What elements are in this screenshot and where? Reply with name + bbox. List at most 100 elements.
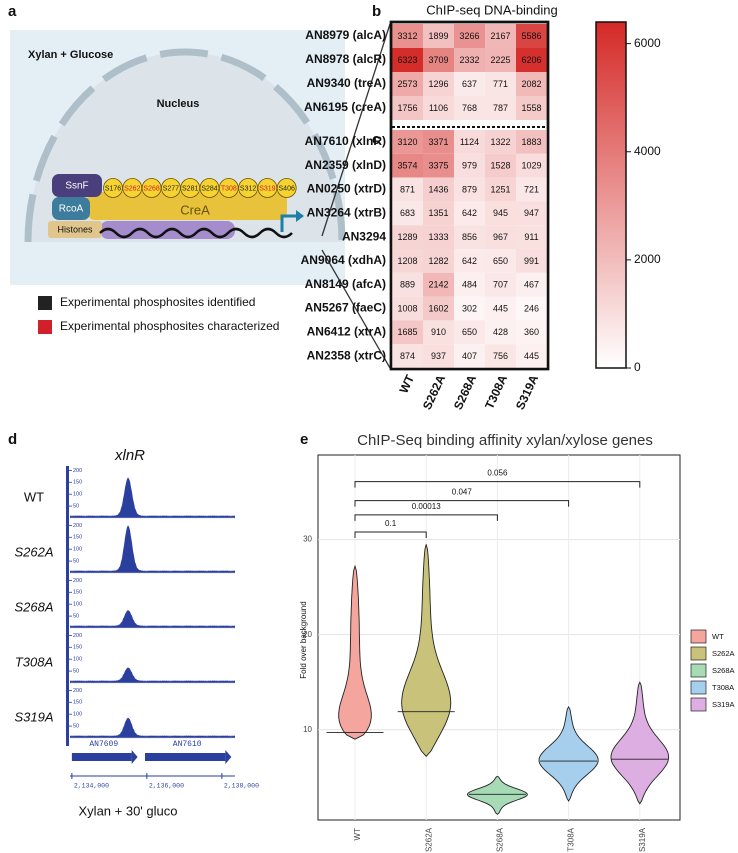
- cell-label: 2225: [490, 55, 510, 65]
- cell-label: 6206: [521, 55, 541, 65]
- row-label: AN6195 (creA): [304, 100, 386, 114]
- cell-label: 302: [462, 303, 477, 313]
- coord-label: 2,136,000: [149, 783, 184, 790]
- cell-label: 683: [400, 208, 415, 218]
- peak: [70, 610, 235, 628]
- heatmap-cell: [485, 72, 516, 96]
- row-label: AN0250 (xtrD): [307, 182, 386, 196]
- significance-bracket: [354, 514, 498, 521]
- cell-label: 428: [493, 327, 508, 337]
- cell-label: 1899: [428, 31, 448, 41]
- track-tick-label: 200: [73, 578, 82, 584]
- row-label: AN6412 (xtrA): [307, 324, 386, 338]
- significance-bracket: [354, 531, 427, 538]
- track-label: S262A: [14, 544, 53, 559]
- legend-swatch: [690, 646, 707, 661]
- heatmap-cell: [423, 72, 454, 96]
- heatmap-cell: [485, 344, 516, 368]
- cell-label: 1333: [428, 232, 448, 242]
- cell-label: 3120: [397, 137, 417, 147]
- legend-swatch: [38, 296, 52, 310]
- tss-arrow-head: [296, 210, 304, 222]
- cell-label: 2573: [397, 79, 417, 89]
- heatmap-cell: [485, 48, 516, 72]
- cell-label: 3709: [428, 55, 448, 65]
- p-value: 0.1: [385, 519, 397, 528]
- heatmap-title: ChIP-seq DNA-binding: [426, 2, 558, 17]
- heatmap-cell: [485, 320, 516, 345]
- track-tick-label: 150: [73, 645, 82, 651]
- heatmap-cell: [454, 249, 485, 273]
- cell-label: 484: [462, 280, 477, 290]
- ssnf: [52, 174, 102, 197]
- legend-label: Experimental phosphosites identified: [60, 295, 255, 309]
- violin: [610, 681, 670, 805]
- heatmap-cell: [423, 177, 454, 202]
- heatmap-cell: [516, 96, 547, 120]
- cell-label: 707: [493, 280, 508, 290]
- cell-label: 1558: [521, 103, 541, 113]
- colorbar-tick-label: 0: [634, 360, 641, 374]
- track-label: WT: [24, 489, 44, 504]
- cell-label: 2167: [490, 31, 510, 41]
- cell-label: 1208: [397, 256, 417, 266]
- heatmap-cell: [423, 48, 454, 72]
- violin: [466, 775, 528, 815]
- cell-label: 3574: [397, 161, 417, 171]
- cell-label: 1008: [397, 303, 417, 313]
- protein-label: SsnF: [65, 181, 88, 192]
- track-tick-label: 50: [73, 504, 79, 510]
- significance-bracket: [354, 481, 641, 488]
- heatmap-cell: [454, 72, 485, 96]
- cell-label: 967: [493, 232, 508, 242]
- peak: [70, 525, 235, 573]
- cell-label: 637: [462, 79, 477, 89]
- heatmap-cell: [485, 249, 516, 273]
- legend-label: S268A: [712, 666, 735, 675]
- heatmap-cell: [423, 249, 454, 273]
- legend-label: S319A: [712, 700, 735, 709]
- cell-label: 2082: [521, 79, 541, 89]
- gene-arrow: [225, 750, 232, 764]
- track-tick-label: 100: [73, 602, 82, 608]
- track-tick-label: 150: [73, 590, 82, 596]
- cell-label: 445: [524, 351, 539, 361]
- gene-label: AN7609: [89, 740, 118, 749]
- gene: [145, 753, 226, 761]
- cell-label: 1602: [428, 303, 448, 313]
- cell-label: 756: [493, 351, 508, 361]
- cell-label: 1322: [490, 137, 510, 147]
- phosphosite-label: T308: [221, 185, 237, 192]
- y-tick-label: 20: [303, 630, 312, 639]
- heatmap-cell: [392, 177, 423, 202]
- heatmap-cell: [423, 24, 454, 48]
- heatmap-cell: [423, 153, 454, 178]
- protein-label: CreA: [180, 202, 210, 217]
- heatmap-cell: [423, 201, 454, 226]
- colorbar-tick-label: 4000: [634, 144, 661, 158]
- phosphosite-label: S262: [124, 185, 140, 192]
- zoom-line: [321, 249, 391, 369]
- row-label: AN8978 (alcR): [305, 52, 386, 66]
- legend-label: Experimental phosphosites characterized: [60, 319, 279, 333]
- panel-label: e: [300, 431, 308, 448]
- nuclear-envelope: [24, 48, 346, 243]
- heatmap-cell: [392, 320, 423, 345]
- significance-bracket: [354, 500, 570, 507]
- p-value: 0.00013: [412, 502, 441, 511]
- y-tick-label: 30: [303, 535, 312, 544]
- cell-label: 1251: [490, 184, 510, 194]
- cell-label: 856: [462, 232, 477, 242]
- violin: [338, 564, 372, 740]
- row-label: AN2359 (xlnD): [305, 158, 386, 172]
- cell-label: 360: [524, 327, 539, 337]
- heatmap-cell: [454, 320, 485, 345]
- heatmap-cell: [392, 72, 423, 96]
- cell-label: 1289: [397, 232, 417, 242]
- heatmap-cell: [392, 249, 423, 273]
- panel-label: d: [8, 431, 17, 448]
- cell-label: 1282: [428, 256, 448, 266]
- heatmap-cell: [454, 296, 485, 321]
- x-tick-label: S262A: [424, 827, 433, 852]
